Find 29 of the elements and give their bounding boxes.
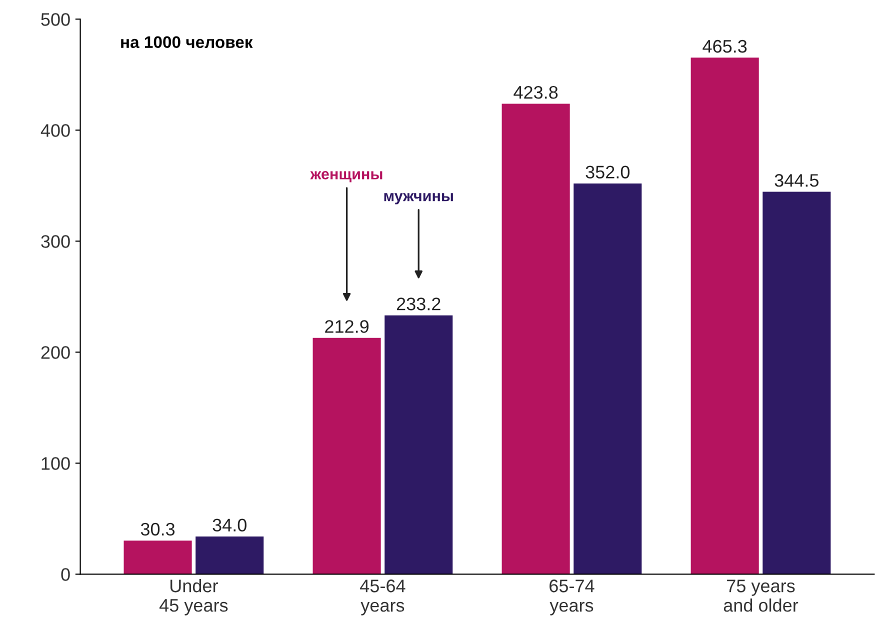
bar [574,183,642,574]
y-tick-label: 400 [40,124,70,137]
data-label: 212.9 [325,320,369,333]
bar [690,58,759,574]
text: мужчины [384,193,453,204]
text: женщины [310,171,382,182]
bar [762,192,831,574]
y-tick-label: 200 [41,346,70,359]
bar [196,536,264,574]
bar [502,104,570,574]
data-label: 34.0 [212,518,246,532]
bar [312,338,381,574]
bar [124,540,192,574]
x-tick-label: Under 45 years [159,579,228,616]
y-tick-label: 300 [41,235,70,248]
y-tick-label: 500 [41,13,70,26]
data-label: 344.5 [774,174,818,187]
bar [384,315,453,574]
data-label: 30.3 [140,522,175,536]
annotation: на 1000 человек [121,36,253,48]
data-label: 352.0 [586,166,630,178]
y-tick-label: 0 [61,568,70,581]
x-tick-label: 75 years and older [724,580,798,612]
x-tick-label: 45-64 years [360,580,406,616]
data-label: 233.2 [396,298,440,310]
x-tick-label: 65-74 years [550,580,594,616]
y-tick-label: 100 [42,457,70,470]
data-label: 465.3 [702,40,747,53]
data-label: 423.8 [514,86,558,99]
